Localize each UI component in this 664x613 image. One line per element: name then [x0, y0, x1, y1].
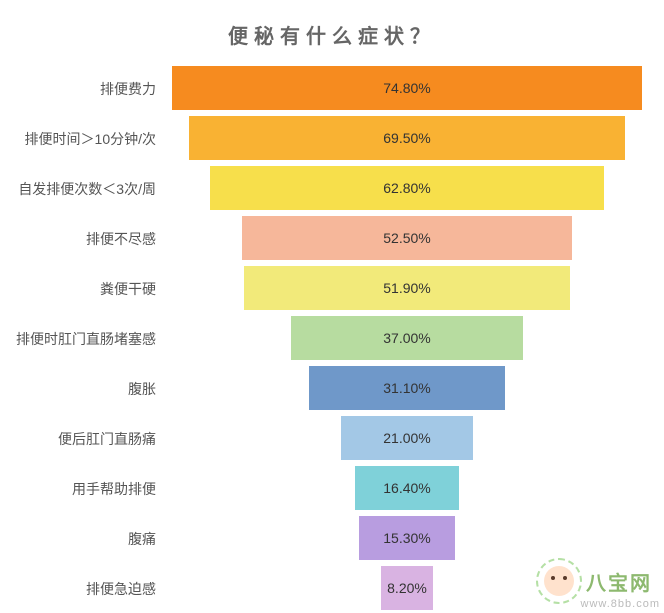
chart-row: 排便不尽感 52.50% [0, 215, 654, 263]
bar-zone: 69.50% [160, 115, 654, 163]
bar-value: 51.90% [383, 280, 430, 296]
category-label: 腹痛 [0, 515, 160, 563]
category-label: 排便不尽感 [0, 215, 160, 263]
category-label: 便后肛门直肠痛 [0, 415, 160, 463]
bar: 37.00% [291, 316, 523, 360]
category-label: 腹胀 [0, 365, 160, 413]
bar-zone: 31.10% [160, 365, 654, 413]
category-label: 排便费力 [0, 65, 160, 113]
bar-value: 15.30% [383, 530, 430, 546]
bar-zone: 74.80% [160, 65, 654, 113]
bar-zone: 15.30% [160, 515, 654, 563]
bar-zone: 21.00% [160, 415, 654, 463]
chart-row: 排便时肛门直肠堵塞感 37.00% [0, 315, 654, 363]
bar-zone: 16.40% [160, 465, 654, 513]
bar: 31.10% [309, 366, 504, 410]
category-label: 排便时间＞10分钟/次 [0, 115, 160, 163]
bar: 15.30% [359, 516, 455, 560]
bar-value: 52.50% [383, 230, 430, 246]
bar-zone: 62.80% [160, 165, 654, 213]
chart-title: 便秘有什么症状？ [0, 0, 664, 65]
category-label: 自发排便次数＜3次/周 [0, 165, 160, 213]
chart-row: 用手帮助排便 16.40% [0, 465, 654, 513]
bar-zone: 37.00% [160, 315, 654, 363]
bar: 62.80% [210, 166, 605, 210]
bar-value: 37.00% [383, 330, 430, 346]
bar-value: 31.10% [383, 380, 430, 396]
funnel-chart: 排便费力 74.80% 排便时间＞10分钟/次 69.50% 自发排便次数＜3次/周 62… [0, 65, 664, 613]
bar: 69.50% [189, 116, 626, 160]
watermark-text: www.8bb.com [581, 598, 660, 610]
bar-zone: 51.90% [160, 265, 654, 313]
bar-value: 8.20% [387, 580, 427, 596]
logo-text: 八宝网 [586, 567, 652, 596]
chart-row: 自发排便次数＜3次/周 62.80% [0, 165, 654, 213]
category-label: 排便急迫感 [0, 565, 160, 613]
bar-value: 16.40% [383, 480, 430, 496]
chart-row: 排便时间＞10分钟/次 69.50% [0, 115, 654, 163]
chart-row: 粪便干硬 51.90% [0, 265, 654, 313]
bar-value: 62.80% [383, 180, 430, 196]
category-label: 排便时肛门直肠堵塞感 [0, 315, 160, 363]
bar: 74.80% [172, 66, 642, 110]
bar-value: 69.50% [383, 130, 430, 146]
bar-value: 21.00% [383, 430, 430, 446]
bar-value: 74.80% [383, 80, 430, 96]
chart-row: 腹胀 31.10% [0, 365, 654, 413]
bar-zone: 52.50% [160, 215, 654, 263]
bar: 8.20% [381, 566, 433, 610]
chart-row: 便后肛门直肠痛 21.00% [0, 415, 654, 463]
category-label: 用手帮助排便 [0, 465, 160, 513]
chart-row: 排便费力 74.80% [0, 65, 654, 113]
chart-row: 腹痛 15.30% [0, 515, 654, 563]
bar: 51.90% [244, 266, 570, 310]
logo-avatar [536, 558, 582, 604]
category-label: 粪便干硬 [0, 265, 160, 313]
bar: 52.50% [242, 216, 572, 260]
bar: 16.40% [355, 466, 458, 510]
bar: 21.00% [341, 416, 473, 460]
